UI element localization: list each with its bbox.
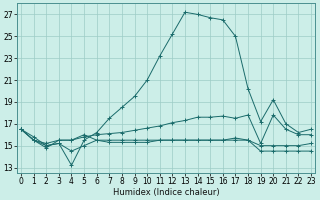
X-axis label: Humidex (Indice chaleur): Humidex (Indice chaleur) [113,188,220,197]
